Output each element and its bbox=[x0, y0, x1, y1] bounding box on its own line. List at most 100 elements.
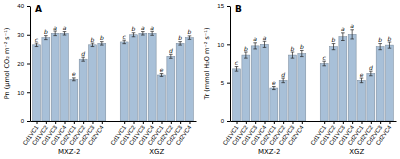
x-tick-mark bbox=[65, 121, 66, 124]
error-bar bbox=[341, 33, 345, 41]
error-bar-line bbox=[300, 50, 304, 56]
annotation: d bbox=[369, 64, 373, 71]
annotation: a bbox=[341, 25, 345, 32]
x-tick-mark bbox=[171, 121, 172, 124]
y-tick-label: 0 bbox=[21, 118, 25, 124]
error-bar bbox=[272, 87, 276, 90]
x-tick-mark bbox=[180, 121, 181, 124]
panel: 010203040Cd1VC1Cd1VC2Cd1VC3Cd1VC4Cd2VC1C… bbox=[3, 3, 196, 155]
y-tick-mark bbox=[27, 6, 30, 7]
y-tick-label: 10 bbox=[17, 90, 24, 96]
x-tick-mark bbox=[283, 121, 284, 124]
bar bbox=[298, 54, 306, 121]
error-bar bbox=[44, 36, 48, 40]
panel-title: A bbox=[35, 4, 42, 14]
bar bbox=[42, 38, 50, 121]
error-bar-line bbox=[341, 33, 345, 41]
error-bar bbox=[263, 41, 267, 47]
bar bbox=[98, 43, 106, 121]
y-tick: 0 bbox=[221, 118, 230, 124]
x-tick-mark bbox=[161, 121, 162, 124]
annotation: a bbox=[253, 35, 257, 42]
error-bar-line bbox=[350, 30, 354, 39]
panel: 051015Cd1VC1Cd1VC2Cd1VC3Cd1VC4Cd2VC1Cd2V… bbox=[203, 3, 396, 155]
y-tick-mark bbox=[27, 35, 30, 36]
error-bar-line bbox=[141, 32, 145, 35]
bar bbox=[51, 33, 59, 121]
annotation: b bbox=[178, 34, 182, 41]
y-axis-title: Pn (μmol CO₂ m⁻² s⁻¹) bbox=[3, 28, 11, 100]
error-bar-line bbox=[35, 43, 39, 46]
x-tick-mark bbox=[143, 121, 144, 124]
x-axis: Cd1VC1Cd1VC2Cd1VC3Cd1VC4Cd2VC1Cd2VC2Cd2V… bbox=[22, 121, 197, 146]
x-tick-mark bbox=[343, 121, 344, 124]
annotation: b bbox=[378, 36, 382, 43]
x-tick-label: Cd2VC4 bbox=[87, 124, 105, 147]
error-bar-line bbox=[72, 78, 76, 81]
x-tick-mark bbox=[352, 121, 353, 124]
x-axis: Cd1VC1Cd1VC2Cd1VC3Cd1VC4Cd2VC1Cd2VC2Cd2V… bbox=[222, 121, 397, 146]
bar bbox=[358, 80, 366, 121]
annotation: c bbox=[235, 59, 239, 66]
bar bbox=[320, 64, 328, 122]
annotation: a bbox=[350, 22, 354, 29]
y-tick: 5 bbox=[221, 80, 230, 86]
y-tick-label: 40 bbox=[17, 3, 24, 9]
annotation: a bbox=[150, 24, 154, 31]
error-bar bbox=[322, 61, 326, 66]
y-tick: 20 bbox=[17, 61, 30, 67]
y-tick-mark bbox=[27, 92, 30, 93]
bar bbox=[89, 45, 97, 121]
x-tick-mark bbox=[37, 121, 38, 124]
error-bar bbox=[132, 33, 136, 37]
x-tick: Cd2VC4 bbox=[175, 121, 193, 146]
x-tick-mark bbox=[46, 121, 47, 124]
panel-title: B bbox=[235, 4, 242, 14]
annotations: cbaaedbbcbaaedbb bbox=[35, 24, 192, 78]
error-bar-line bbox=[178, 42, 182, 45]
group-label: XGZ bbox=[149, 148, 164, 156]
x-tick-mark bbox=[292, 121, 293, 124]
error-bar bbox=[332, 44, 336, 50]
y-tick-mark bbox=[227, 6, 230, 7]
figure: 010203040Cd1VC1Cd1VC2Cd1VC3Cd1VC4Cd2VC1C… bbox=[0, 0, 400, 159]
annotation: c bbox=[323, 54, 327, 61]
annotation: d bbox=[169, 47, 173, 54]
bar bbox=[289, 55, 297, 121]
x-tick-mark bbox=[92, 121, 93, 124]
annotation: d bbox=[281, 71, 285, 78]
error-bar bbox=[244, 52, 248, 58]
group-label: XGZ bbox=[349, 148, 364, 156]
bar bbox=[33, 45, 41, 121]
x-tick-mark bbox=[124, 121, 125, 124]
bar bbox=[261, 44, 269, 121]
annotation: c bbox=[123, 33, 127, 40]
annotation: b bbox=[44, 28, 48, 35]
x-tick-mark bbox=[189, 121, 190, 124]
annotation: c bbox=[35, 36, 39, 43]
x-tick-mark bbox=[246, 121, 247, 124]
annotation: b bbox=[332, 36, 336, 43]
annotation: a bbox=[263, 34, 267, 41]
y-axis-line bbox=[230, 7, 231, 122]
y-axis: 051015 bbox=[217, 3, 230, 124]
error-bar bbox=[281, 78, 285, 83]
x-tick-label: Cd2VC4 bbox=[287, 124, 305, 147]
error-bar-line bbox=[263, 41, 267, 47]
bar bbox=[186, 38, 194, 121]
bar bbox=[70, 79, 78, 121]
y-tick: 10 bbox=[217, 42, 230, 48]
error-bar-line bbox=[369, 71, 373, 76]
error-bar bbox=[178, 42, 182, 45]
y-tick-mark bbox=[27, 64, 30, 65]
error-bar bbox=[188, 36, 192, 39]
annotation: e bbox=[272, 79, 276, 86]
error-bar-line bbox=[150, 31, 154, 35]
x-tick-mark bbox=[74, 121, 75, 124]
error-bar bbox=[235, 67, 239, 72]
annotation: e bbox=[160, 66, 164, 73]
bar bbox=[61, 33, 69, 121]
error-bar bbox=[100, 42, 104, 45]
annotation: a bbox=[141, 24, 145, 31]
annotation: b bbox=[388, 35, 392, 42]
